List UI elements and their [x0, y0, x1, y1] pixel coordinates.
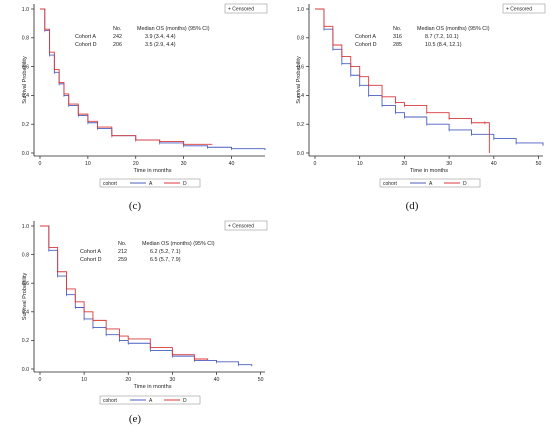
cohort-legend: cohort A D	[99, 178, 201, 188]
table-header-cell: Median OS (months) (95% CI)	[137, 26, 210, 32]
y-tick-label: 0.8	[22, 252, 29, 258]
table-cell: Cohort A	[75, 34, 96, 40]
x-tick-label: 20	[133, 161, 139, 167]
table-cell: 285	[393, 42, 402, 48]
x-tick-label: 0	[39, 161, 42, 167]
survival-curve-D	[40, 8, 213, 145]
y-tick-label: 1.0	[22, 7, 29, 13]
x-tick-label: 0	[314, 161, 317, 167]
survival-curve-A	[40, 225, 253, 367]
y-tick-label: 0.6	[22, 281, 29, 287]
censored-legend-box	[224, 220, 268, 231]
x-tick-label: 50	[258, 377, 264, 383]
km-plot-e: 0.0 0.2 0.4 0.6 0.8 1.0 0 10 20 30 40 50 Time in mon…	[22, 220, 268, 425]
table-cell: 6.2 (5.2, 7.1)	[150, 249, 181, 255]
x-tick-label: 40	[491, 161, 497, 167]
censored-legend-label: + Censored	[228, 224, 254, 230]
cohort-legend-box	[99, 395, 201, 405]
km-plot-d: 0.0 0.2 0.4 0.6 0.8 1.0 0 10 20 30 40 50 Time in mon…	[296, 3, 546, 212]
x-tick-label: 30	[181, 161, 187, 167]
survival-curve-D	[315, 8, 490, 153]
table-cell: 212	[118, 249, 127, 255]
x-axis-label: Time in months	[133, 168, 171, 174]
panel-caption: (d)	[406, 200, 419, 212]
panel-caption: (e)	[129, 413, 142, 425]
table-cell: 206	[113, 42, 122, 48]
table-cell: 316	[393, 34, 402, 40]
x-tick-label: 30	[446, 161, 452, 167]
table-cell: 3.9 (3.4, 4.4)	[145, 34, 176, 40]
table-cell: 3.5 (2.9, 4.4)	[145, 42, 176, 48]
x-tick-label: 30	[169, 377, 175, 383]
y-tick-label: 0.4	[22, 310, 29, 316]
x-axis-label: Time in months	[410, 168, 448, 174]
x-tick-label: 40	[229, 161, 235, 167]
cohort-legend: cohort A D	[379, 178, 481, 188]
y-tick-label: 0.4	[297, 93, 304, 99]
x-tick-label: 0	[39, 377, 42, 383]
y-tick-label: 0.6	[22, 64, 29, 70]
y-axis-label: Survival Probability	[296, 56, 302, 104]
x-axis-label: Time in months	[133, 384, 171, 390]
cohort-legend-title: cohort	[103, 181, 118, 187]
legend-label-A: A	[429, 181, 433, 187]
table-cell: 259	[118, 257, 127, 263]
table-cell: Cohort D	[75, 42, 97, 48]
censored-legend-box	[502, 3, 546, 14]
y-axis-label: Survival Probability	[22, 273, 28, 321]
table-header-cell: No.	[118, 241, 126, 247]
table-cell: 242	[113, 34, 122, 40]
y-tick-label: 0.6	[297, 64, 304, 70]
y-tick-label: 0.0	[22, 367, 29, 373]
x-tick-label: 20	[125, 377, 131, 383]
table-header-cell: Median OS (months) (95% CI)	[417, 26, 490, 32]
cohort-legend-title: cohort	[383, 181, 398, 187]
x-tick-label: 10	[85, 161, 91, 167]
censored-legend-label: + Censored	[228, 7, 254, 13]
y-tick-label: 0.8	[22, 36, 29, 42]
km-plot-c: 0.0 0.2 0.4 0.6 0.8 1.0 0 10 20 30 40 Time in month…	[22, 3, 268, 212]
y-axis-label: Survival Probability	[22, 56, 28, 104]
table-cell: 10.5 (8.4, 12.1)	[425, 42, 462, 48]
legend-label-A: A	[149, 181, 153, 187]
censored-legend-label: + Censored	[506, 7, 532, 13]
x-tick-label: 10	[81, 377, 87, 383]
cohort-legend: cohort A D	[99, 395, 201, 405]
cohort-legend-box	[99, 178, 201, 188]
table-cell: Cohort A	[355, 34, 376, 40]
table-header-cell: Median OS (months) (95% CI)	[142, 241, 215, 247]
x-tick-label: 20	[402, 161, 408, 167]
y-tick-label: 0.0	[297, 151, 304, 157]
cohort-legend-box	[379, 178, 481, 188]
legend-label-D: D	[463, 181, 467, 187]
y-tick-label: 0.0	[22, 151, 29, 157]
cohort-legend-title: cohort	[103, 398, 118, 404]
legend-label-D: D	[183, 398, 187, 404]
table-header-cell: No.	[113, 26, 121, 32]
y-tick-label: 0.2	[22, 338, 29, 344]
x-tick-label: 10	[357, 161, 363, 167]
table-cell: Cohort A	[80, 249, 101, 255]
y-tick-label: 0.4	[22, 93, 29, 99]
censored-legend-box	[224, 3, 268, 14]
survival-curve-D	[40, 225, 209, 361]
panel-caption: (c)	[129, 200, 142, 212]
table-cell: 6.5 (5.7, 7.9)	[150, 257, 181, 263]
y-tick-label: 1.0	[22, 224, 29, 230]
x-tick-label: 50	[536, 161, 542, 167]
legend-label-A: A	[149, 398, 153, 404]
legend-label-D: D	[183, 181, 187, 187]
table-header-cell: No.	[393, 26, 401, 32]
table-cell: 8.7 (7.2, 10.1)	[425, 34, 459, 40]
y-tick-label: 0.8	[297, 36, 304, 42]
y-tick-label: 0.2	[22, 122, 29, 128]
table-cell: Cohort D	[80, 257, 102, 263]
x-tick-label: 40	[214, 377, 220, 383]
table-cell: Cohort D	[355, 42, 377, 48]
y-tick-label: 1.0	[297, 7, 304, 13]
y-tick-label: 0.2	[297, 122, 304, 128]
